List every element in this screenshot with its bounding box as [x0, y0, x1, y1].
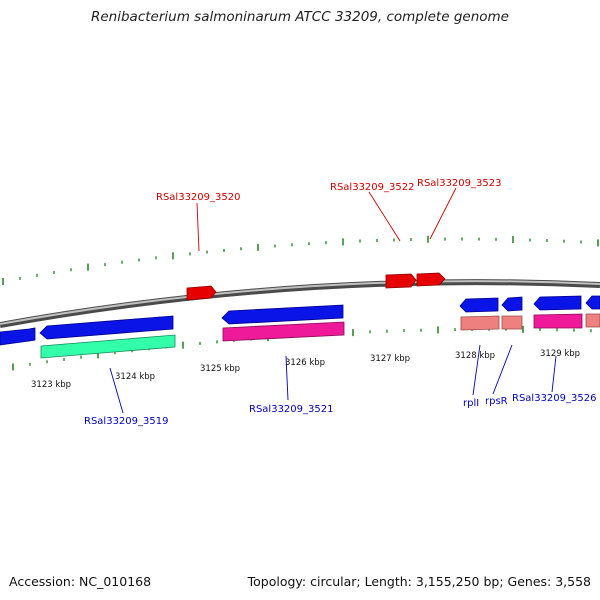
gene-arrow-rsal33209-3521[interactable]	[221, 304, 344, 325]
cds-box-rsal33209-3526[interactable]	[533, 313, 583, 329]
gene-arrow-rsal33209-3519[interactable]	[39, 315, 174, 340]
scale-label: 3125 kbp	[200, 364, 240, 374]
scale-label: 3126 kbp	[285, 358, 325, 368]
gene-arrow-rpsR[interactable]	[501, 296, 523, 312]
gene-label-rpsR[interactable]: rpsR	[485, 396, 508, 407]
scale-label: 3124 kbp	[115, 372, 155, 382]
leader-line	[551, 355, 557, 393]
gene-arrow-rsal33209-3520[interactable]	[186, 285, 217, 301]
cds-box-rpsR[interactable]	[501, 315, 523, 330]
leader-line	[492, 344, 513, 395]
scale-labels: 3123 kbp 3124 kbp 3125 kbp 3126 kbp 3127…	[31, 349, 580, 390]
accession-label: Accession: NC_010168	[9, 574, 152, 589]
topology-label: Topology: circular; Length: 3,155,250 bp…	[247, 574, 591, 589]
gene-arrow-rsal33209-3526[interactable]	[533, 295, 582, 311]
scale-label: 3127 kbp	[370, 354, 410, 364]
genome-backbone-highlight	[0, 280, 600, 325]
gene-label-rsal33209-3519[interactable]: RSal33209_3519	[84, 416, 168, 427]
forward-gene-track	[186, 272, 446, 301]
scale-label: 3129 kbp	[540, 349, 580, 359]
gene-label-rsal33209-3523[interactable]: RSal33209_3523	[417, 178, 501, 189]
leader-line	[196, 202, 200, 252]
gene-arrow-rsal33209-3523[interactable]	[416, 272, 446, 287]
leader-line	[368, 191, 401, 242]
gene-label-rplI[interactable]: rplI	[463, 398, 479, 409]
gene-arrow-rplI[interactable]	[459, 297, 499, 313]
leader-line	[285, 355, 289, 401]
gene-label-rsal33209-3526[interactable]: RSal33209_3526	[512, 393, 596, 404]
leader-line	[429, 187, 457, 240]
leader-line	[109, 367, 124, 414]
scale-label: 3123 kbp	[31, 380, 71, 390]
cds-box-rplI[interactable]	[460, 315, 500, 331]
genome-backbone	[0, 279, 600, 328]
cds-box-right-edge[interactable]	[585, 313, 600, 328]
map-title: Renibacterium salmoninarum ATCC 33209, c…	[91, 9, 509, 25]
cds-box-rsal33209-3521[interactable]	[222, 321, 345, 342]
reverse-gene-track	[0, 295, 600, 346]
gene-arrow-left-edge[interactable]	[0, 327, 36, 346]
scale-label: 3128 kbp	[455, 351, 495, 361]
reverse-gene-labels: RSal33209_3519 RSal33209_3521 rplI rpsR …	[84, 344, 596, 427]
cds-track	[40, 313, 600, 359]
outer-tick-track	[2, 235, 599, 285]
gene-arrow-rsal33209-3522[interactable]	[385, 273, 417, 289]
gene-label-rsal33209-3522[interactable]: RSal33209_3522	[330, 182, 414, 193]
cds-box-rsal33209-3519[interactable]	[40, 334, 176, 359]
leader-line	[472, 344, 481, 396]
gene-label-rsal33209-3521[interactable]: RSal33209_3521	[249, 404, 333, 415]
gene-label-rsal33209-3520[interactable]: RSal33209_3520	[156, 192, 240, 203]
gene-arrow-right-edge[interactable]	[585, 295, 600, 310]
forward-gene-labels: RSal33209_3520 RSal33209_3522 RSal33209_…	[156, 178, 501, 252]
